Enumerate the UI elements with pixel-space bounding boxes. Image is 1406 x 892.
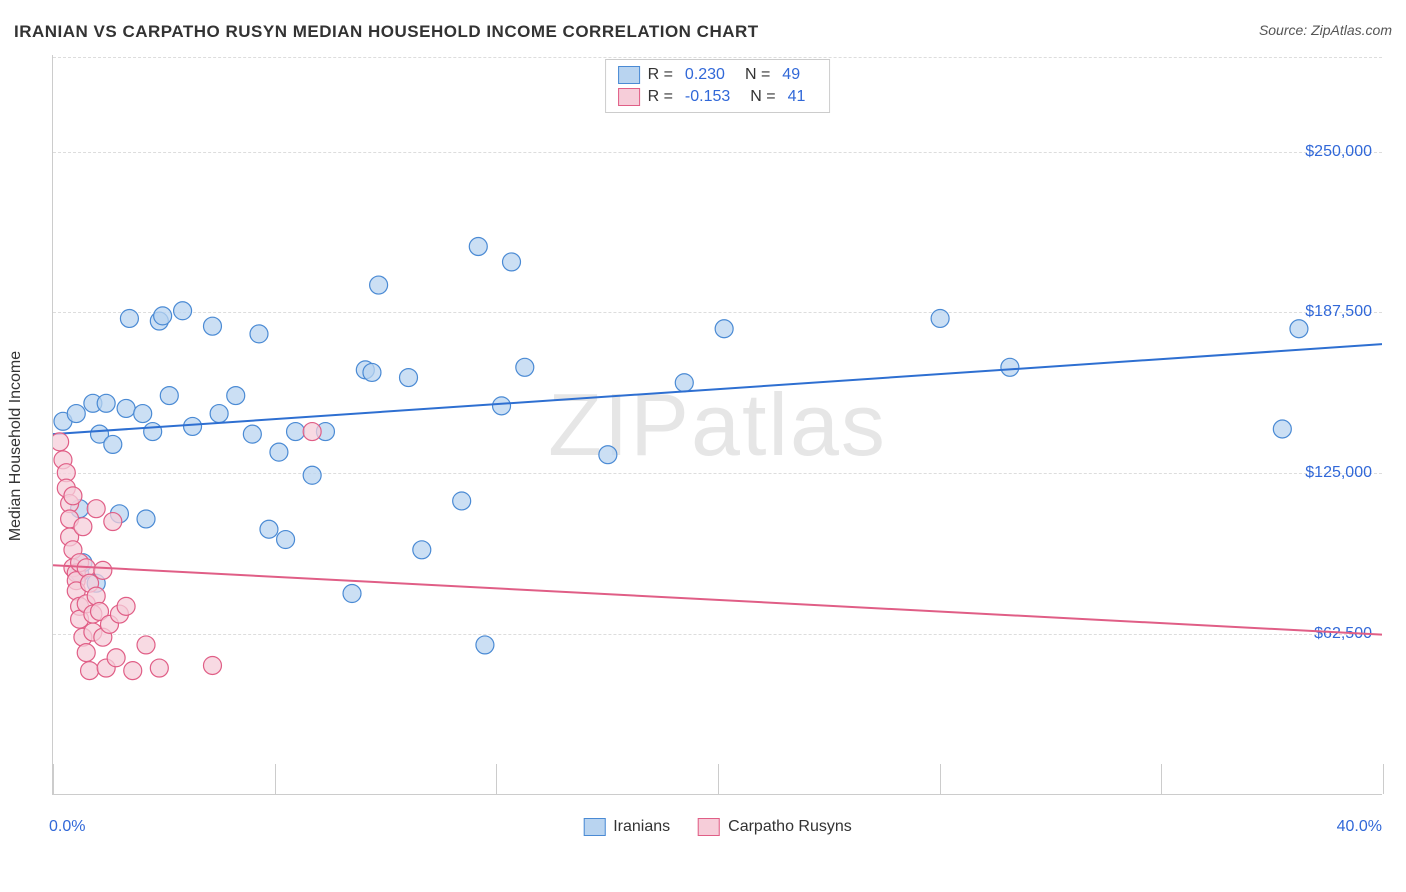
scatter-point	[97, 394, 115, 412]
scatter-point	[303, 466, 321, 484]
scatter-point	[104, 435, 122, 453]
legend-series: Iranians Carpatho Rusyns	[583, 818, 852, 836]
legend-n-label: N =	[745, 66, 770, 84]
scatter-point	[67, 405, 85, 423]
scatter-point	[120, 309, 138, 327]
source-label: Source:	[1259, 22, 1307, 38]
legend-item-carpatho: Carpatho Rusyns	[698, 818, 852, 836]
scatter-point	[931, 309, 949, 327]
scatter-point	[117, 597, 135, 615]
scatter-point	[469, 238, 487, 256]
legend-stats-row-1: R = 0.230 N = 49	[618, 64, 818, 86]
legend-stats: R = 0.230 N = 49 R = -0.153 N = 41	[605, 59, 831, 113]
scatter-point	[227, 387, 245, 405]
legend-n-value-1: 49	[782, 66, 800, 84]
scatter-point	[599, 446, 617, 464]
scatter-point	[260, 520, 278, 538]
legend-r-value-1: 0.230	[685, 66, 725, 84]
scatter-point	[174, 302, 192, 320]
legend-r-label: R =	[648, 88, 673, 106]
legend-item-iranians: Iranians	[583, 818, 670, 836]
scatter-point	[413, 541, 431, 559]
scatter-point	[117, 399, 135, 417]
legend-r-label: R =	[648, 66, 673, 84]
chart-title: IRANIAN VS CARPATHO RUSYN MEDIAN HOUSEHO…	[14, 22, 759, 42]
x-tick-mark	[1383, 764, 1384, 794]
regression-line	[53, 344, 1382, 434]
scatter-point	[203, 656, 221, 674]
legend-n-label: N =	[750, 88, 775, 106]
scatter-point	[137, 636, 155, 654]
scatter-point	[343, 585, 361, 603]
scatter-point	[203, 317, 221, 335]
scatter-point	[675, 374, 693, 392]
scatter-point	[144, 423, 162, 441]
y-axis-label: Median Household Income	[7, 351, 25, 541]
plot-area: ZIPatlas R = 0.230 N = 49 R = -0.153 N =…	[52, 55, 1382, 795]
scatter-point	[715, 320, 733, 338]
scatter-point	[134, 405, 152, 423]
scatter-point	[150, 659, 168, 677]
scatter-point	[516, 358, 534, 376]
scatter-point	[154, 307, 172, 325]
scatter-point	[493, 397, 511, 415]
scatter-point	[64, 487, 82, 505]
scatter-point	[104, 513, 122, 531]
scatter-point	[243, 425, 261, 443]
legend-label: Carpatho Rusyns	[728, 818, 852, 836]
scatter-point	[210, 405, 228, 423]
scatter-point	[277, 531, 295, 549]
scatter-point	[363, 363, 381, 381]
scatter-point	[160, 387, 178, 405]
scatter-point	[184, 417, 202, 435]
scatter-point	[94, 561, 112, 579]
legend-n-value-2: 41	[788, 88, 806, 106]
legend-swatch-carpatho	[618, 88, 640, 106]
scatter-point	[270, 443, 288, 461]
scatter-point	[1001, 358, 1019, 376]
scatter-point	[503, 253, 521, 271]
regression-line	[53, 565, 1382, 634]
scatter-svg	[53, 55, 1382, 794]
scatter-point	[370, 276, 388, 294]
source-attribution: Source: ZipAtlas.com	[1259, 22, 1392, 38]
legend-swatch-carpatho	[698, 818, 720, 836]
scatter-point	[81, 662, 99, 680]
scatter-point	[87, 500, 105, 518]
x-tick-label: 0.0%	[49, 818, 85, 836]
scatter-point	[476, 636, 494, 654]
scatter-point	[1273, 420, 1291, 438]
scatter-point	[87, 587, 105, 605]
scatter-point	[250, 325, 268, 343]
scatter-point	[287, 423, 305, 441]
scatter-point	[137, 510, 155, 528]
scatter-point	[107, 649, 125, 667]
legend-swatch-iranians	[583, 818, 605, 836]
legend-r-value-2: -0.153	[685, 88, 730, 106]
scatter-point	[77, 644, 95, 662]
legend-stats-row-2: R = -0.153 N = 41	[618, 86, 818, 108]
x-tick-label: 40.0%	[1337, 818, 1382, 836]
scatter-point	[74, 518, 92, 536]
scatter-point	[400, 369, 418, 387]
scatter-point	[1290, 320, 1308, 338]
scatter-point	[303, 423, 321, 441]
source-value: ZipAtlas.com	[1311, 22, 1392, 38]
legend-swatch-iranians	[618, 66, 640, 84]
legend-label: Iranians	[613, 818, 670, 836]
scatter-point	[53, 433, 69, 451]
scatter-point	[124, 662, 142, 680]
scatter-point	[453, 492, 471, 510]
